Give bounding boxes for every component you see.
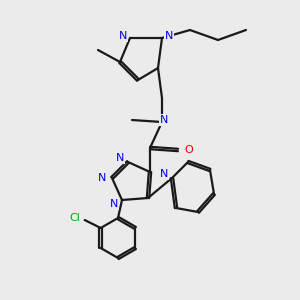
Text: N: N xyxy=(98,173,106,183)
Text: N: N xyxy=(118,31,127,41)
Text: N: N xyxy=(110,199,118,209)
Text: N: N xyxy=(116,153,124,163)
Text: O: O xyxy=(184,145,193,155)
Text: Cl: Cl xyxy=(70,213,81,223)
Text: N: N xyxy=(160,169,168,179)
Text: N: N xyxy=(160,115,168,125)
Text: N: N xyxy=(165,31,173,41)
